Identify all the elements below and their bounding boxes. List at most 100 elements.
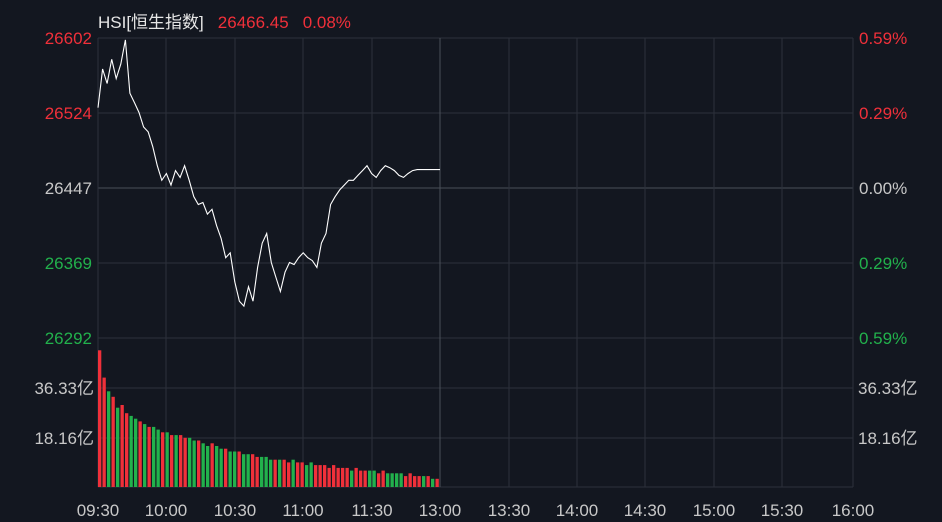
x-tick-label: 11:00 xyxy=(282,501,323,520)
index-change-pct: 0.08% xyxy=(302,13,351,32)
volume-bar xyxy=(206,446,210,487)
volume-bar xyxy=(255,456,259,487)
volume-bar xyxy=(305,465,309,487)
volume-bar xyxy=(219,448,223,487)
volume-bar xyxy=(386,473,390,487)
x-tick-label: 11:30 xyxy=(351,501,392,520)
volume-bar xyxy=(138,421,142,487)
y-tick-label-left: 26369 xyxy=(45,254,92,273)
price-line xyxy=(97,39,440,308)
volume-bar xyxy=(422,476,426,487)
volume-bar xyxy=(264,456,268,487)
volume-bar xyxy=(174,435,178,487)
volume-bar xyxy=(404,476,408,487)
volume-bar xyxy=(350,470,354,487)
volume-bar xyxy=(201,443,205,487)
volume-bar xyxy=(431,478,435,487)
volume-bar xyxy=(282,459,286,487)
volume-bar xyxy=(332,465,336,487)
volume-bar xyxy=(323,465,327,487)
volume-bar xyxy=(111,396,115,487)
chart-header: HSI[恒生指数] 26466.45 0.08% xyxy=(98,8,365,32)
volume-bar xyxy=(309,462,313,487)
volume-bar xyxy=(426,476,430,487)
volume-bar xyxy=(395,473,399,487)
volume-bar xyxy=(278,459,282,487)
volume-bar xyxy=(192,440,196,487)
volume-tick-label-left: 18.16亿 xyxy=(34,429,94,448)
volume-bar xyxy=(210,443,214,487)
volume-bar xyxy=(98,350,102,487)
y-tick-label-left: 26292 xyxy=(45,329,92,348)
volume-bar xyxy=(318,465,322,487)
volume-bar xyxy=(377,473,381,487)
volume-bar xyxy=(134,418,138,487)
y-tick-label-left: 26524 xyxy=(45,104,92,123)
y-tick-label-right: 0.29% xyxy=(859,254,907,273)
axis-labels: 26602 26524 26447 26369 26292 0.59% 0.29% 0.00%… xyxy=(34,29,917,520)
volume-bar xyxy=(291,459,295,487)
y-tick-label-left: 26602 xyxy=(45,29,92,48)
volume-bar xyxy=(233,451,237,487)
volume-bar xyxy=(363,470,367,487)
index-name: HSI[恒生指数] xyxy=(98,13,204,32)
volume-series xyxy=(98,350,439,487)
volume-bar xyxy=(116,407,120,487)
volume-bar xyxy=(417,476,421,487)
volume-bar xyxy=(408,473,412,487)
volume-bar xyxy=(260,456,264,487)
volume-bar xyxy=(107,391,111,487)
x-tick-label: 15:30 xyxy=(761,501,804,520)
volume-bar xyxy=(300,462,304,487)
volume-bar xyxy=(435,478,439,487)
index-price: 26466.45 xyxy=(217,13,289,32)
volume-bar xyxy=(269,459,273,487)
volume-bar xyxy=(327,467,331,487)
volume-bar xyxy=(147,426,151,487)
volume-tick-label-right: 36.33亿 xyxy=(858,379,918,398)
x-tick-label: 13:30 xyxy=(488,501,531,520)
volume-bar xyxy=(381,470,385,487)
volume-bar xyxy=(390,473,394,487)
volume-tick-label-left: 36.33亿 xyxy=(34,379,94,398)
volume-bar xyxy=(143,424,147,487)
volume-bar xyxy=(372,470,376,487)
volume-bar xyxy=(129,415,133,487)
volume-bar xyxy=(224,448,228,487)
volume-bar xyxy=(161,432,165,487)
volume-bar xyxy=(287,462,291,487)
volume-bar xyxy=(413,476,417,487)
volume-bar xyxy=(170,435,174,487)
volume-bar xyxy=(296,462,300,487)
x-tick-label: 10:30 xyxy=(214,501,257,520)
x-tick-label: 16:00 xyxy=(832,501,875,520)
volume-bar xyxy=(215,446,219,487)
y-tick-label-right: 0.00% xyxy=(859,179,907,198)
price-series xyxy=(97,39,440,308)
y-tick-label-right: 0.59% xyxy=(859,29,907,48)
volume-bar xyxy=(273,459,277,487)
volume-bar xyxy=(237,451,241,487)
volume-bar xyxy=(197,440,201,487)
volume-bar xyxy=(125,413,129,487)
volume-bar xyxy=(183,437,187,487)
x-tick-label: 09:30 xyxy=(77,501,120,520)
volume-bar xyxy=(246,454,250,487)
volume-bar xyxy=(156,429,160,487)
volume-bar xyxy=(354,467,358,487)
volume-bar xyxy=(165,432,169,487)
volume-bar xyxy=(345,467,349,487)
x-tick-label: 14:30 xyxy=(624,501,667,520)
y-tick-label-left: 26447 xyxy=(45,179,92,198)
y-tick-label-right: 0.59% xyxy=(859,329,907,348)
volume-bar xyxy=(251,454,255,487)
x-tick-label: 13:00 xyxy=(419,501,462,520)
volume-bar xyxy=(336,467,340,487)
x-tick-label: 15:00 xyxy=(693,501,736,520)
volume-bar xyxy=(179,435,183,487)
x-tick-label: 10:00 xyxy=(145,501,188,520)
volume-bar xyxy=(399,473,403,487)
volume-bar xyxy=(368,470,372,487)
volume-tick-label-right: 18.16亿 xyxy=(858,429,918,448)
